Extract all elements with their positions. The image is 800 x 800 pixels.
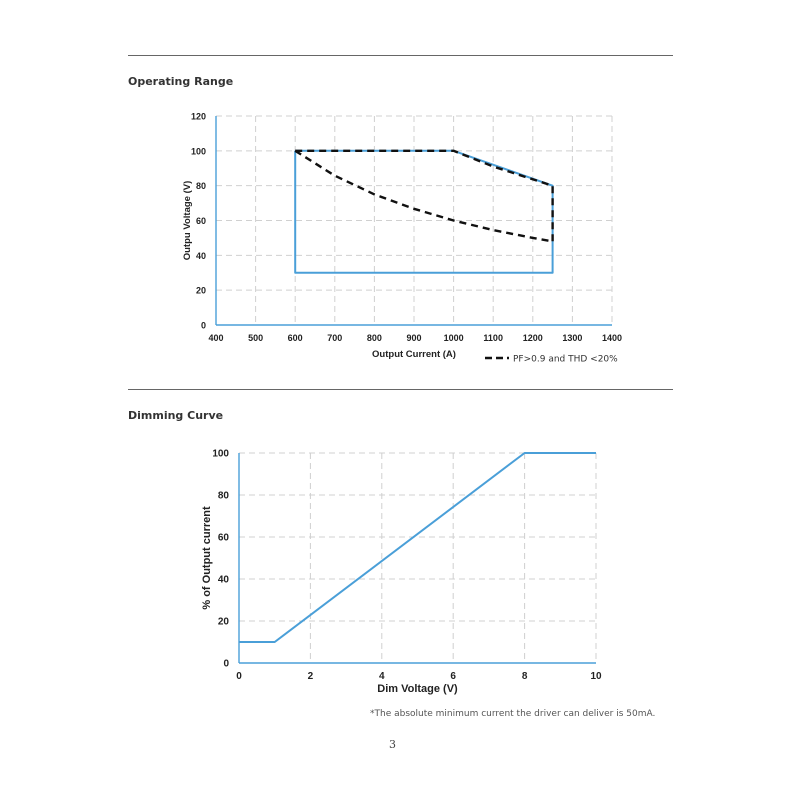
- x-tick-label: 1400: [602, 333, 622, 343]
- x-tick-label: 1300: [562, 333, 582, 343]
- middle-divider: [128, 389, 673, 390]
- legend-label: PF>0.9 and THD <20%: [513, 355, 618, 365]
- x-tick-label: 6: [450, 671, 456, 682]
- series-line: [239, 452, 596, 643]
- x-tick-label: 8: [522, 671, 528, 682]
- y-tick-label: 20: [218, 617, 230, 628]
- y-tick-label: 60: [196, 216, 206, 226]
- x-tick-label: 2: [308, 671, 314, 682]
- dashed-series-line: [295, 149, 554, 242]
- x-tick-label: 500: [248, 333, 263, 343]
- page-number: 3: [389, 738, 396, 751]
- x-tick-label: 900: [406, 333, 421, 343]
- y-tick-label: 100: [191, 146, 206, 156]
- x-tick-label: 4: [379, 671, 385, 682]
- x-axis-label: Dim Voltage (V): [377, 683, 458, 695]
- x-tick-label: 400: [208, 333, 223, 343]
- x-tick-label: 800: [367, 333, 382, 343]
- y-tick-label: 60: [218, 533, 230, 544]
- x-tick-label: 1000: [444, 333, 464, 343]
- y-tick-label: 0: [223, 659, 229, 670]
- x-tick-label: 0: [236, 671, 242, 682]
- x-axis-label: Output Current (A): [372, 349, 456, 360]
- dashed-series-line: [294, 149, 553, 243]
- x-tick-label: 1200: [523, 333, 543, 343]
- x-tick-label: 600: [288, 333, 303, 343]
- y-tick-label: 80: [196, 181, 206, 191]
- y-tick-label: 120: [191, 112, 206, 122]
- x-tick-label: 10: [590, 671, 602, 682]
- footnote: *The absolute minimum current the driver…: [370, 709, 656, 719]
- y-tick-label: 80: [218, 491, 230, 502]
- series-line: [294, 149, 554, 274]
- top-divider: [128, 55, 673, 56]
- section-title-operating-range: Operating Range: [128, 75, 234, 88]
- x-tick-label: 700: [327, 333, 342, 343]
- y-axis-label: % of Output current: [201, 506, 213, 610]
- y-tick-label: 40: [196, 251, 206, 261]
- y-tick-label: 40: [218, 575, 230, 586]
- x-tick-label: 1100: [483, 333, 503, 343]
- y-tick-label: 100: [212, 449, 229, 460]
- section-title-dimming-curve: Dimming Curve: [128, 409, 224, 422]
- y-axis-label: Outpu Voltage (V): [182, 181, 193, 261]
- y-tick-label: 0: [201, 321, 206, 331]
- y-tick-label: 20: [196, 286, 206, 296]
